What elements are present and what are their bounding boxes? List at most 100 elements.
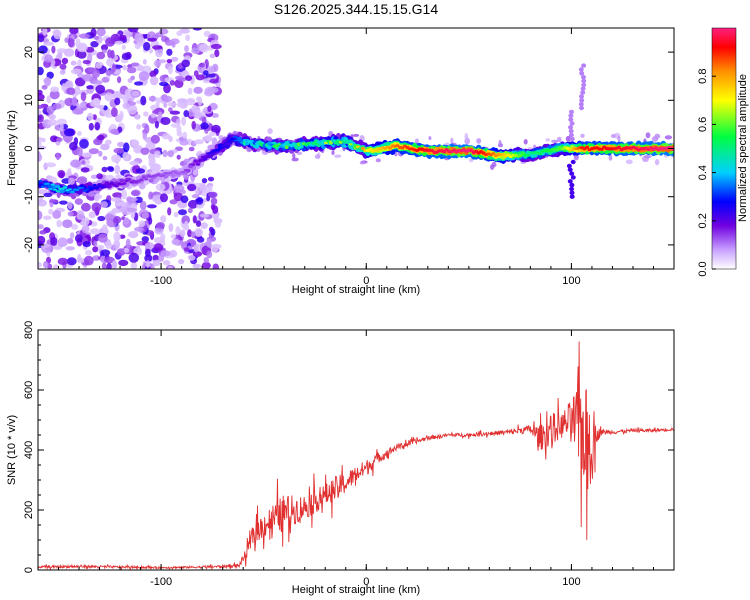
heatmap-cell [72, 108, 84, 115]
heatmap-cell [177, 77, 187, 82]
heatmap-cell [148, 191, 154, 200]
snr-ytick-label: 800 [23, 321, 35, 339]
heatmap-cell [163, 260, 171, 266]
heatmap-cell [173, 184, 185, 193]
heatmap-cell [551, 139, 559, 143]
heatmap-cell [111, 63, 116, 73]
heatmap-cell [117, 141, 125, 148]
heatmap-cell [38, 109, 42, 116]
heatmap-cell [94, 122, 101, 131]
heatmap-cell [176, 118, 181, 125]
heatmap-cell [100, 201, 108, 208]
heatmap-cell [66, 257, 77, 266]
heatmap-cell [113, 231, 121, 242]
heatmap-cell [155, 183, 166, 191]
heatmap-cell [142, 59, 147, 65]
heatmap-cell [141, 212, 149, 219]
heatmap-cell [147, 37, 158, 42]
heatmap-cell [195, 220, 202, 228]
heatmap-cell [123, 217, 130, 225]
heatmap-cell [185, 34, 191, 42]
heatmap-spike-cell [579, 98, 585, 103]
heatmap-cell [159, 81, 169, 87]
spectrogram-ytick-label: -20 [23, 237, 35, 253]
heatmap-cell [153, 59, 162, 68]
heatmap-cell [163, 95, 173, 103]
heatmap-cell [102, 156, 108, 161]
heatmap-cell [191, 104, 199, 114]
heatmap-ridge-cell [55, 190, 60, 193]
heatmap-spike-cell [578, 67, 584, 72]
heatmap-cell [43, 215, 52, 220]
heatmap-cell [331, 150, 335, 156]
heatmap-cell [95, 62, 103, 69]
heatmap-cell [608, 154, 613, 161]
heatmap-spike-cell [579, 105, 584, 111]
heatmap-cell [166, 48, 173, 56]
spectrogram-ytick-label: -10 [23, 189, 35, 205]
heatmap-cell [183, 110, 189, 118]
heatmap-ridge-cell [53, 188, 58, 191]
spectrogram-ylabel: Frequency (Hz) [6, 110, 18, 186]
heatmap-cell [43, 192, 53, 198]
heatmap-ridge-cell [85, 188, 90, 191]
heatmap-cell [414, 138, 419, 145]
colorbar-tick-label: 0.8 [697, 69, 709, 84]
heatmap-cell [191, 47, 201, 55]
heatmap-cell [115, 201, 124, 207]
heatmap-cell [130, 261, 138, 269]
heatmap-spike-cell [579, 94, 584, 99]
heatmap-cell [38, 141, 42, 146]
heatmap-cell [138, 71, 150, 81]
heatmap-cell [464, 133, 469, 140]
heatmap-cell [196, 203, 204, 209]
heatmap-cell [38, 235, 46, 245]
heatmap-ridge-cell [331, 139, 336, 143]
heatmap-cell [167, 150, 175, 158]
heatmap-cell [52, 103, 62, 110]
heatmap-cell [48, 113, 57, 120]
heatmap-cell [42, 38, 50, 43]
heatmap-ridge-cell [247, 139, 252, 144]
heatmap-cell [46, 95, 51, 104]
heatmap-cell [114, 164, 121, 175]
heatmap-cell [112, 216, 122, 224]
heatmap-cell [38, 104, 44, 110]
heatmap-cell [38, 136, 44, 143]
heatmap-cell [59, 63, 67, 70]
heatmap-cell [106, 262, 112, 269]
heatmap-ridge-cell [40, 185, 45, 188]
heatmap-cell [167, 265, 173, 269]
heatmap-cell [70, 68, 82, 75]
heatmap-cell [68, 177, 75, 185]
heatmap-cell [120, 94, 126, 100]
heatmap-cell [208, 226, 214, 233]
heatmap-cell [81, 160, 86, 165]
heatmap-cell [66, 87, 76, 95]
heatmap-cell [111, 107, 118, 118]
heatmap-cell [121, 53, 131, 60]
heatmap-cell [149, 76, 159, 86]
heatmap-cell [210, 43, 222, 50]
colorbar-label: Normalized spectral amplitude [737, 74, 749, 222]
heatmap-ridge-cell [97, 184, 102, 187]
heatmap-cell [97, 134, 105, 141]
heatmap-cell [645, 132, 651, 139]
heatmap-spike-cell [581, 63, 587, 68]
heatmap-ridge-cell [617, 145, 621, 149]
heatmap-cell [160, 250, 171, 257]
heatmap-cell [130, 62, 140, 67]
heatmap-ridge-cell [203, 158, 208, 161]
heatmap-cell [97, 233, 108, 243]
heatmap-cell [136, 64, 144, 72]
heatmap-cell [171, 238, 180, 245]
heatmap-ridge-cell [168, 171, 173, 174]
heatmap-cell [148, 216, 153, 225]
heatmap-cell [210, 244, 219, 253]
spectrogram-xlabel: Height of straight line (km) [292, 284, 420, 296]
heatmap-ridge-cell [388, 146, 393, 150]
heatmap-cell [93, 98, 101, 106]
heatmap-cell [110, 128, 119, 135]
